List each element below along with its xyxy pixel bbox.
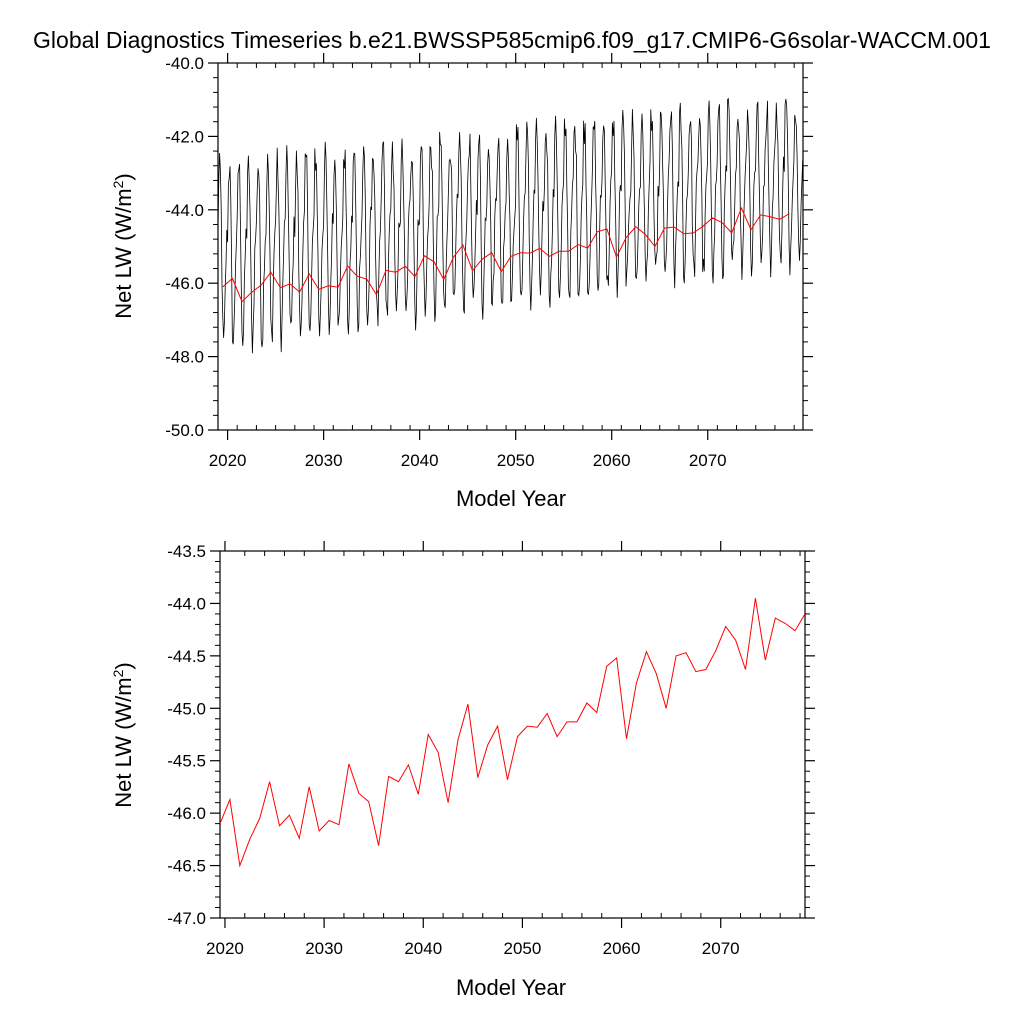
top-monthly-line xyxy=(218,97,803,354)
bottom-annual-mean-line xyxy=(220,598,805,868)
bottom-xtick-label: 2040 xyxy=(404,939,442,958)
top-ytick-label: -46.0 xyxy=(165,274,204,293)
top-plot-frame xyxy=(217,62,804,431)
top-xtick-label: 2020 xyxy=(209,451,247,470)
top-y-axis-label: Net LW (W/m2) xyxy=(110,173,136,318)
bottom-xtick-label: 2070 xyxy=(702,939,740,958)
top-panel: 2020 2030 2040 2050 2060 2070 -50.0 -48.0 -46.0 -… xyxy=(110,53,813,511)
top-xtick-label: 2050 xyxy=(497,451,535,470)
top-ticks xyxy=(208,53,813,440)
bottom-ticks xyxy=(210,541,815,928)
top-ytick-label: -50.0 xyxy=(165,421,204,440)
bottom-plot-frame xyxy=(219,550,806,919)
top-y-axis-label-main: Net LW (W/m xyxy=(111,188,136,318)
bottom-tick-labels: 2020 2030 2040 2050 2060 2070 -47.0 -46.5 -46.0 -… xyxy=(167,542,739,958)
bottom-ytick-label: -47.0 xyxy=(167,909,206,928)
top-ytick-label: -48.0 xyxy=(165,348,204,367)
bottom-data xyxy=(219,598,806,868)
top-x-axis-label: Model Year xyxy=(456,486,566,511)
top-annual-mean-line xyxy=(222,206,790,303)
top-tick-labels: 2020 2030 2040 2050 2060 2070 -50.0 -48.0 -46.0 -… xyxy=(165,54,726,470)
bottom-xtick-label: 2060 xyxy=(603,939,641,958)
bottom-ytick-label: -46.0 xyxy=(167,804,206,823)
top-xtick-label: 2030 xyxy=(305,451,343,470)
top-ytick-label: -42.0 xyxy=(165,127,204,146)
top-y-axis-label-close: ) xyxy=(111,173,136,180)
bottom-y-axis-label-close: ) xyxy=(111,662,136,669)
bottom-xtick-label: 2030 xyxy=(305,939,343,958)
top-xtick-label: 2070 xyxy=(689,451,727,470)
bottom-xtick-label: 2050 xyxy=(504,939,542,958)
bottom-y-axis-label-main: Net LW (W/m xyxy=(111,677,136,807)
top-ytick-label: -44.0 xyxy=(165,201,204,220)
bottom-ytick-label: -46.5 xyxy=(167,857,206,876)
bottom-ytick-label: -44.5 xyxy=(167,647,206,666)
bottom-y-axis-label: Net LW (W/m2) xyxy=(110,662,136,807)
bottom-panel: 2020 2030 2040 2050 2060 2070 -47.0 -46.5 -46.0 -… xyxy=(110,541,815,1000)
bottom-y-axis-label-sup: 2 xyxy=(110,669,126,677)
bottom-xtick-label: 2020 xyxy=(206,939,244,958)
bottom-ytick-label: -45.5 xyxy=(167,752,206,771)
top-data xyxy=(218,97,803,354)
top-y-axis-label-sup: 2 xyxy=(110,180,126,188)
bottom-x-axis-label: Model Year xyxy=(456,975,566,1000)
bottom-ytick-label: -43.5 xyxy=(167,542,206,561)
top-xtick-label: 2040 xyxy=(401,451,439,470)
top-ytick-label: -40.0 xyxy=(165,54,204,73)
bottom-ytick-label: -45.0 xyxy=(167,699,206,718)
bottom-ytick-label: -44.0 xyxy=(167,594,206,613)
figure-title: Global Diagnostics Timeseries b.e21.BWSS… xyxy=(33,27,991,53)
top-xtick-label: 2060 xyxy=(593,451,631,470)
